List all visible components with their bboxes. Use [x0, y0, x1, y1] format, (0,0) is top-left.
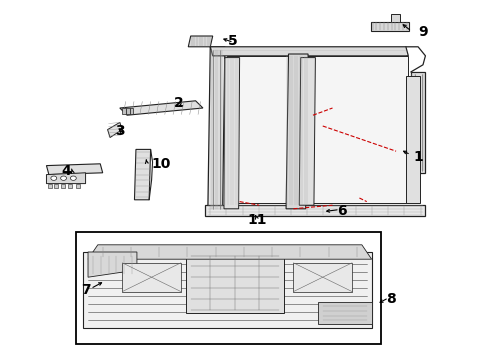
Polygon shape	[227, 56, 407, 203]
Polygon shape	[54, 184, 58, 188]
Text: 4: 4	[61, 164, 71, 178]
Polygon shape	[76, 184, 80, 188]
Bar	[76, 232, 381, 344]
Polygon shape	[224, 58, 239, 209]
Circle shape	[61, 176, 66, 180]
Polygon shape	[207, 47, 224, 212]
Circle shape	[51, 176, 57, 180]
Text: 11: 11	[246, 213, 266, 226]
Polygon shape	[210, 47, 407, 56]
Text: 9: 9	[417, 26, 427, 39]
Polygon shape	[299, 58, 315, 205]
Polygon shape	[130, 108, 133, 114]
Polygon shape	[185, 252, 283, 313]
Polygon shape	[285, 54, 307, 209]
Polygon shape	[390, 14, 399, 22]
Polygon shape	[68, 184, 72, 188]
Polygon shape	[46, 173, 85, 184]
Polygon shape	[134, 149, 150, 200]
Polygon shape	[188, 36, 212, 47]
Text: 1: 1	[412, 150, 422, 163]
Polygon shape	[293, 263, 351, 292]
Polygon shape	[48, 184, 52, 188]
Text: 8: 8	[386, 292, 395, 306]
Polygon shape	[370, 22, 408, 31]
Text: 6: 6	[337, 204, 346, 217]
Polygon shape	[410, 72, 425, 173]
Text: 7: 7	[81, 283, 90, 297]
Circle shape	[70, 176, 76, 180]
Polygon shape	[122, 263, 181, 292]
Text: 2: 2	[173, 96, 183, 109]
Text: 10: 10	[151, 157, 171, 171]
Polygon shape	[122, 108, 125, 114]
Polygon shape	[120, 101, 203, 115]
Polygon shape	[88, 252, 137, 277]
Polygon shape	[107, 122, 122, 138]
Polygon shape	[126, 108, 129, 114]
Text: 3: 3	[115, 125, 124, 138]
Polygon shape	[88, 245, 371, 259]
Text: 5: 5	[227, 35, 237, 48]
Polygon shape	[61, 184, 65, 188]
Polygon shape	[405, 76, 419, 203]
Polygon shape	[46, 164, 102, 175]
Polygon shape	[83, 252, 371, 328]
Polygon shape	[317, 302, 371, 324]
Polygon shape	[205, 205, 425, 216]
